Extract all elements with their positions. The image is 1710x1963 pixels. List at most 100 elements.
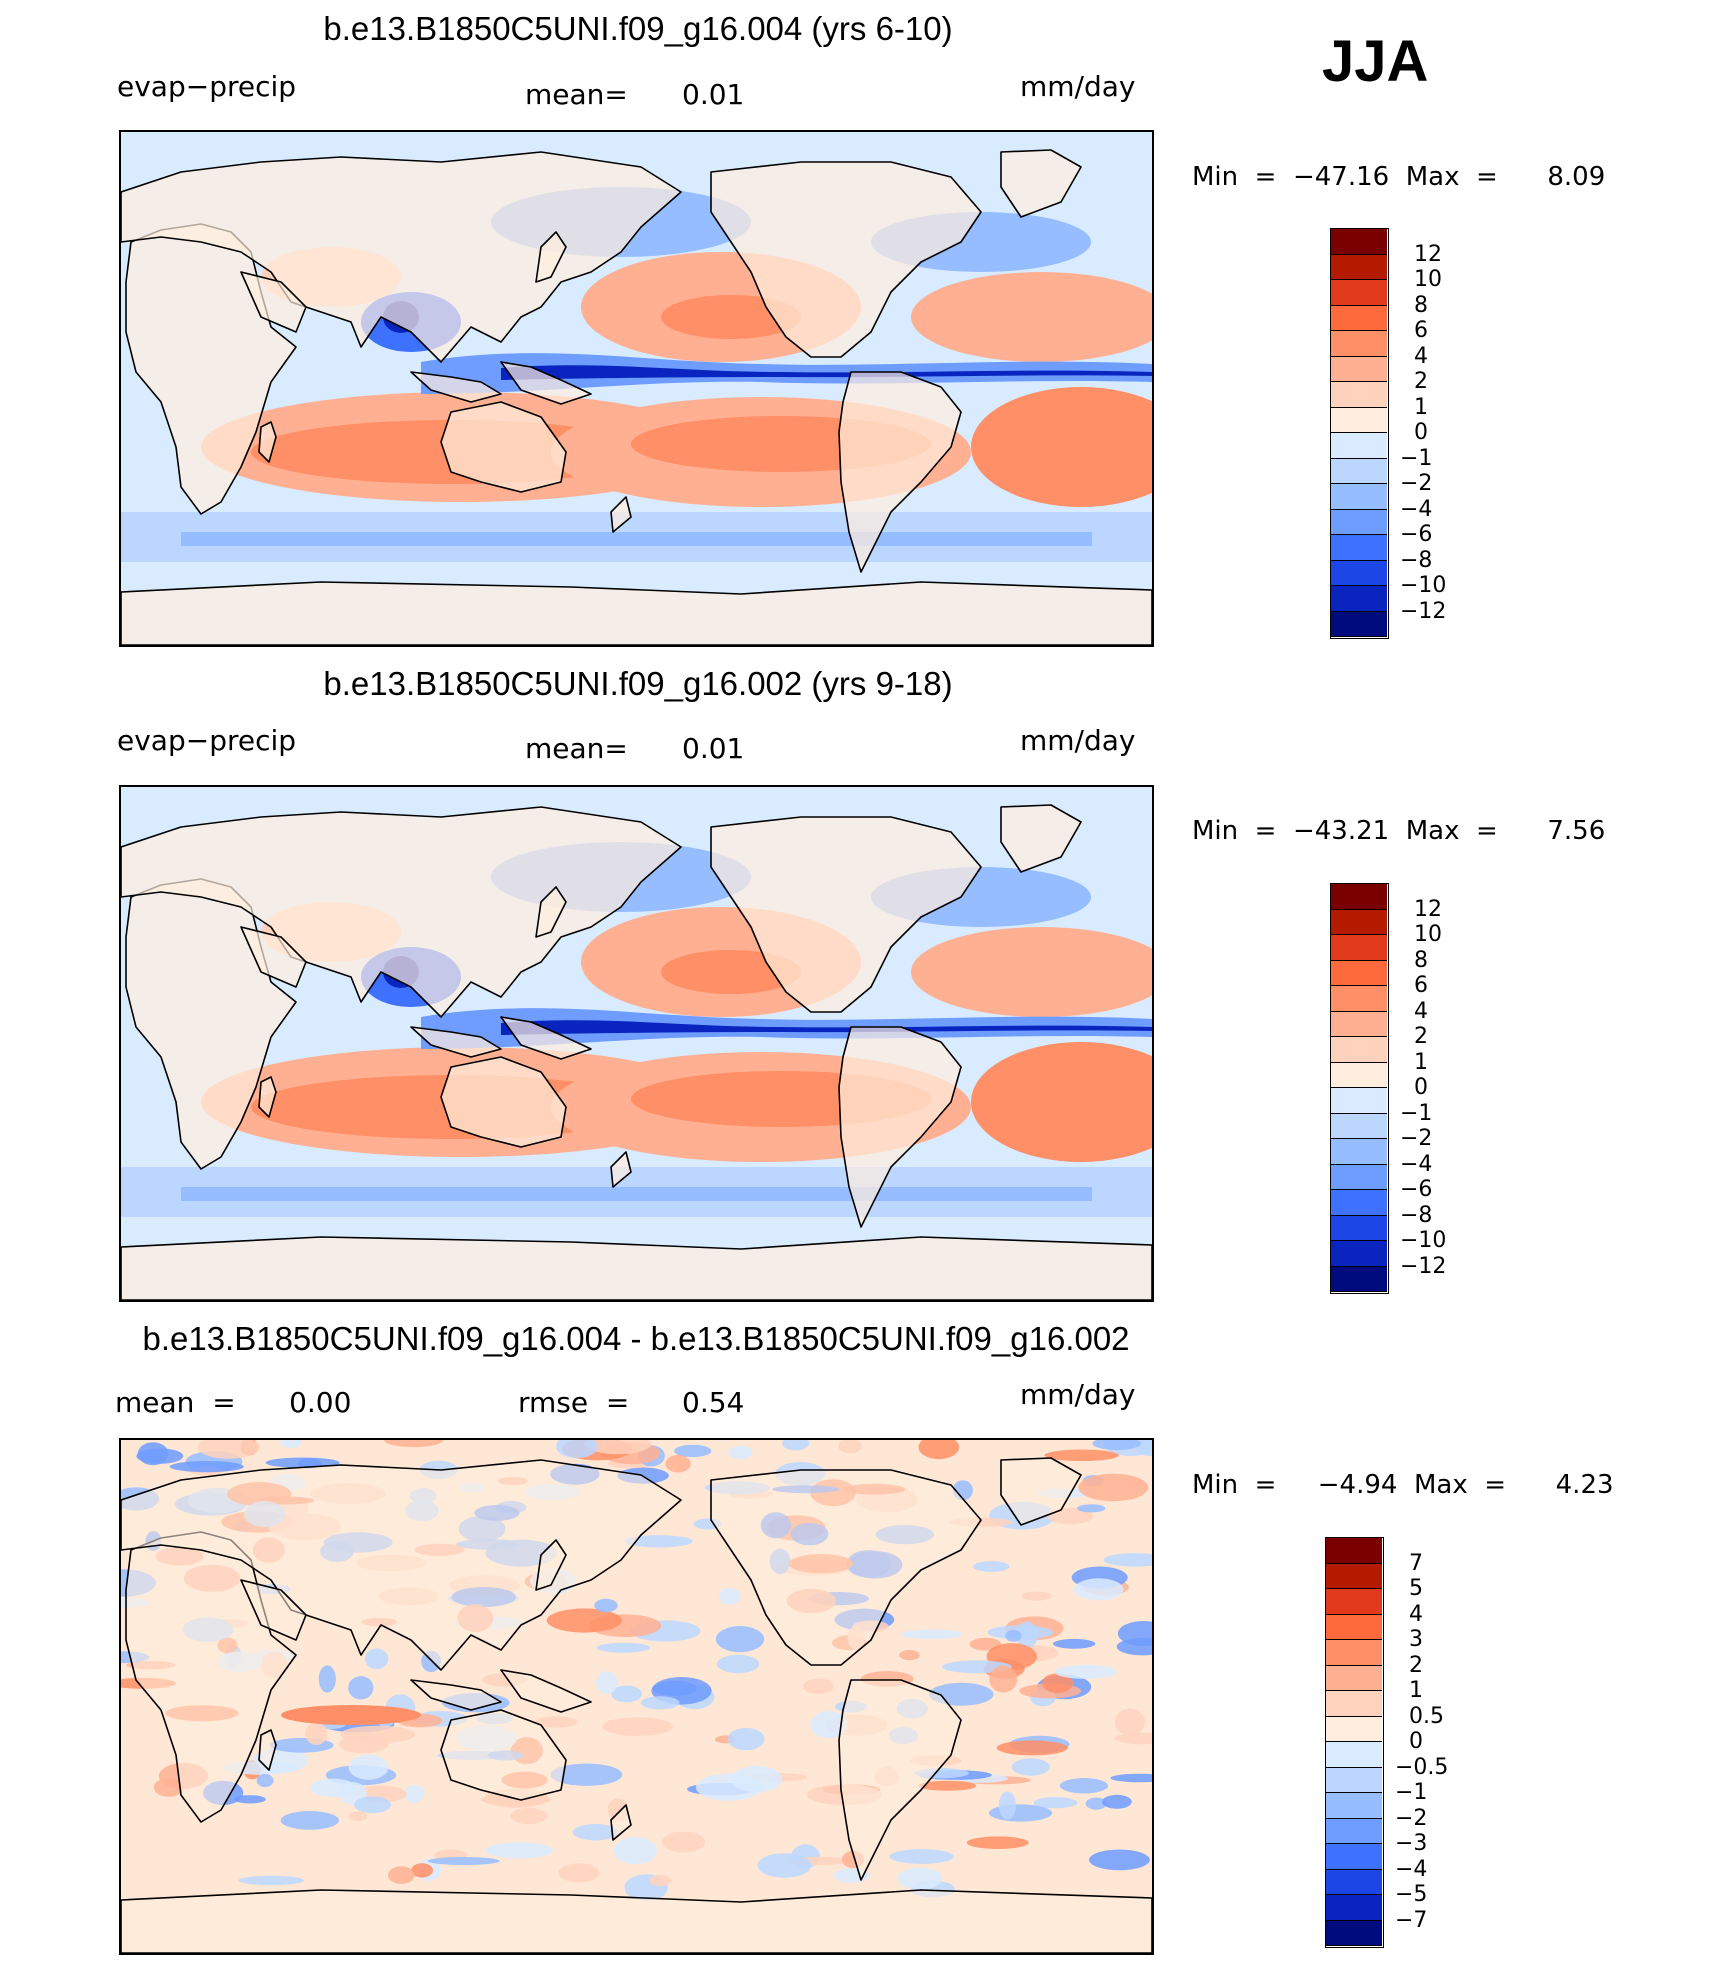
colorbar-swatch [1331, 254, 1387, 280]
colorbar-frame [1325, 1537, 1384, 1948]
coastline [710, 161, 982, 358]
colorbar-tick-label: 7 [1409, 1550, 1423, 1576]
colorbar-swatch [1331, 611, 1387, 637]
anomaly-blob [1005, 1630, 1022, 1642]
anomaly-blob [838, 1440, 862, 1454]
colorbar-swatch [1326, 1665, 1382, 1691]
panel-1-min-max: Min = −47.16 Max = 8.09 [1192, 162, 1606, 192]
colorbar-tick-label: −2 [1395, 1805, 1428, 1831]
southern-ocean-core [181, 532, 1092, 546]
anomaly-blob [1021, 1591, 1053, 1601]
colorbar-swatch [1331, 1113, 1387, 1139]
anomaly-blob [305, 1722, 328, 1745]
colorbar-swatch [1331, 1241, 1387, 1267]
itcz-core [501, 365, 1152, 380]
coastline [500, 1016, 592, 1060]
anomaly-blob [1053, 1638, 1096, 1649]
coastline [535, 886, 567, 938]
coastline [258, 1729, 277, 1771]
panel-1-stat-label: mean= [525, 78, 628, 111]
panel-1-stat-value: 0.01 [682, 78, 745, 111]
colorbar-tick-label: 2 [1414, 369, 1428, 394]
itcz-core [501, 1020, 1152, 1035]
anomaly-blob [1074, 1578, 1124, 1601]
anomaly-blob [662, 1831, 706, 1853]
coastline [838, 1679, 962, 1881]
anomaly-blob [280, 1811, 339, 1830]
colorbar-tick-label: 2 [1409, 1652, 1423, 1678]
colorbar-swatch [1326, 1614, 1382, 1640]
coastline [1000, 804, 1082, 873]
coastline [121, 1889, 1152, 1953]
anomaly-blob [640, 1696, 680, 1710]
anomaly-blob [996, 1740, 1068, 1756]
colorbar-swatch [1331, 356, 1387, 382]
colorbar-swatch [1331, 484, 1387, 510]
anomaly-blob [318, 1665, 336, 1693]
colorbar-swatch [1331, 884, 1387, 910]
colorbar-swatch [1326, 1589, 1382, 1615]
colorbar-tick-label: 12 [1414, 241, 1442, 267]
colorbar-swatch [1331, 1062, 1387, 1088]
anomaly-blob [897, 1867, 943, 1890]
colorbar-swatch [1331, 305, 1387, 331]
coastline [535, 231, 567, 283]
anomaly-blob [510, 1807, 547, 1825]
anomaly-blob [594, 1598, 618, 1613]
coastline [410, 371, 502, 403]
anomaly-blob [973, 1561, 1010, 1572]
anomaly-blob [238, 1875, 304, 1886]
anomaly-blob [1077, 1504, 1106, 1513]
colorbar-tick-label: 1 [1409, 1678, 1423, 1703]
colorbar-tick-label: −6 [1400, 522, 1433, 547]
anomaly-blob [169, 1461, 244, 1473]
anomaly-blob [1089, 1849, 1150, 1871]
colorbar-swatch [1331, 960, 1387, 986]
panel-2-title: b.e13.B1850C5UNI.f09_g16.002 (yrs 9-18) [323, 665, 953, 702]
anomaly-blob [197, 1440, 260, 1459]
anomaly-blob [550, 1763, 623, 1786]
coastline [440, 401, 567, 493]
colorbar-swatch [1331, 535, 1387, 561]
colorbar-swatch [1331, 935, 1387, 961]
anomaly-blob [383, 1440, 444, 1448]
colorbar-tick-label: 1 [1414, 394, 1428, 420]
colorbar-swatch [1331, 229, 1387, 255]
anomaly-blob [1113, 1732, 1152, 1745]
anomaly-blob [534, 1716, 578, 1728]
colorbar-swatch [1326, 1563, 1382, 1589]
colorbar-tick-label: −5 [1395, 1882, 1428, 1907]
panel-1-variable: evap−precip [117, 70, 297, 103]
coastline [410, 1679, 502, 1711]
colorbar-tick-label: −8 [1400, 1202, 1433, 1228]
colorbar-swatch [1326, 1869, 1382, 1895]
anomaly-blob [602, 1717, 674, 1736]
coastline [1000, 149, 1082, 218]
colorbar-swatch [1331, 1011, 1387, 1037]
colorbar-tick-label: −4 [1395, 1856, 1428, 1882]
anomaly-blob [1046, 1507, 1094, 1525]
colorbar-frame [1330, 228, 1389, 639]
anomaly-blob [900, 1629, 963, 1640]
anomaly-blob [596, 1642, 650, 1653]
anomaly-blob [556, 1440, 598, 1459]
panel-2-map [119, 785, 1154, 1302]
anomaly-blob [674, 1444, 712, 1458]
colorbar-swatch [1326, 1538, 1382, 1564]
evap-band-n-atlantic [911, 272, 1152, 362]
colorbar-tick-label: 4 [1414, 343, 1428, 369]
colorbar-frame [1330, 883, 1389, 1294]
coastline [121, 1459, 682, 1671]
colorbar-swatch [1331, 1139, 1387, 1165]
panel-3-map [119, 1438, 1154, 1955]
colorbar-tick-label: −2 [1400, 471, 1433, 496]
evap-band-n-atlantic [911, 927, 1152, 1017]
anomaly-indian [281, 1705, 421, 1725]
colorbar-swatch [1326, 1818, 1382, 1844]
anomaly-blob [136, 1448, 184, 1464]
colorbar-swatch [1331, 1037, 1387, 1063]
anomaly-blob [427, 1857, 500, 1865]
colorbar-swatch [1331, 586, 1387, 612]
colorbar-tick-label: −1 [1400, 1100, 1433, 1126]
anomaly-blob [731, 1765, 782, 1793]
